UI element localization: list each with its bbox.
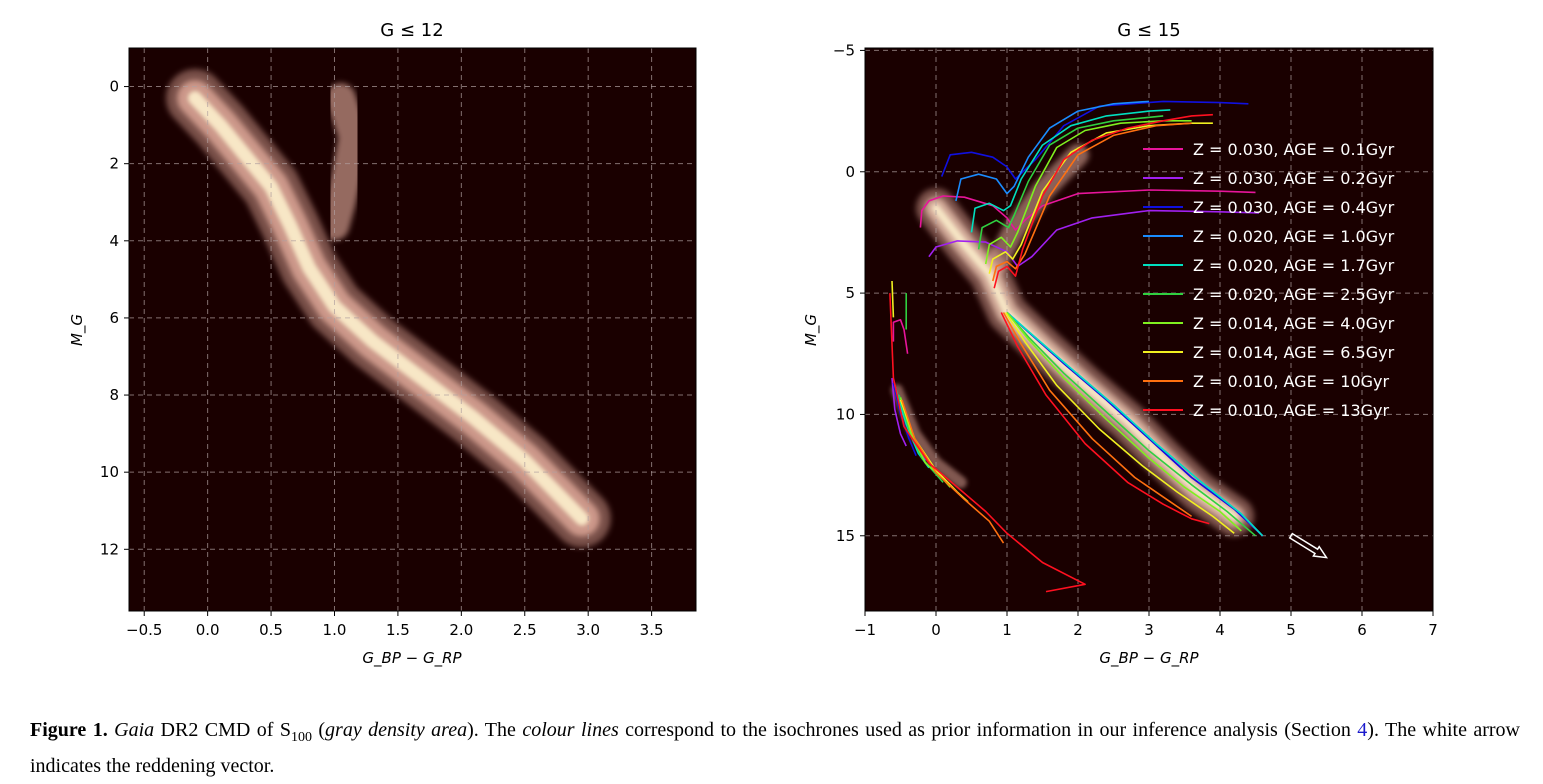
chart-title: G ≤ 12 bbox=[380, 20, 443, 41]
y-tick-label: 0 bbox=[109, 78, 119, 96]
y-tick-label: 15 bbox=[836, 527, 855, 545]
legend-entry: Z = 0.020, AGE = 1.0Gyr bbox=[1193, 227, 1395, 246]
left-panel: −0.5 0.0 0.5 1.0 1.5 2.0 2.5 3.0 3.5 0 2 4 6 8 10 12 G… bbox=[68, 20, 697, 668]
x-tick-label: 0 bbox=[931, 621, 941, 639]
y-tick-label: −5 bbox=[833, 41, 855, 59]
legend-entry: Z = 0.010, AGE = 10Gyr bbox=[1193, 372, 1389, 391]
x-tick-label: 1.5 bbox=[386, 621, 410, 639]
legend-entry: Z = 0.014, AGE = 4.0Gyr bbox=[1193, 314, 1395, 333]
isochrone-lines bbox=[889, 100, 1264, 593]
giant-branch-density bbox=[319, 83, 369, 241]
x-tick-label: 6 bbox=[1357, 621, 1367, 639]
density-core bbox=[188, 91, 589, 526]
isochrone-white-dwarf bbox=[901, 399, 1005, 544]
x-tick-label: 2 bbox=[1073, 621, 1083, 639]
x-ticks: −0.5 0.0 0.5 1.0 1.5 2.0 2.5 3.0 3.5 bbox=[126, 611, 664, 639]
giant-branch-density bbox=[985, 143, 1089, 275]
x-tick-label: −0.5 bbox=[126, 621, 162, 639]
x-tick-label: 4 bbox=[1215, 621, 1225, 639]
caption-text: DR2 CMD of S bbox=[154, 719, 291, 741]
caption-label: Figure 1. bbox=[30, 719, 108, 741]
isochrone-series bbox=[992, 122, 1192, 282]
gridlines bbox=[129, 48, 696, 611]
caption-italic: colour lines bbox=[522, 719, 619, 741]
isochrone-main-sequence bbox=[1006, 311, 1264, 537]
y-axis-label: M_G bbox=[68, 314, 87, 346]
legend-entry: Z = 0.030, AGE = 0.1Gyr bbox=[1193, 140, 1395, 159]
figure-caption: Figure 1. Gaia DR2 CMD of S100 (gray den… bbox=[30, 716, 1520, 781]
x-tick-label: 0.5 bbox=[259, 621, 283, 639]
reddening-arrow bbox=[1288, 532, 1329, 559]
legend-entry: Z = 0.030, AGE = 0.2Gyr bbox=[1193, 169, 1395, 188]
isochrone-series bbox=[928, 209, 1260, 268]
caption-subscript: 100 bbox=[290, 730, 312, 745]
isochrone-main-sequence bbox=[1006, 311, 1257, 537]
density-area bbox=[166, 69, 611, 548]
isochrone-white-dwarf bbox=[891, 377, 907, 447]
x-axis-label: G_BP − G_RP bbox=[1099, 649, 1199, 668]
legend-entry: Z = 0.020, AGE = 1.7Gyr bbox=[1193, 256, 1395, 275]
isochrone-series bbox=[977, 115, 1164, 250]
y-tick-label: 2 bbox=[109, 155, 119, 173]
x-tick-label: −1 bbox=[854, 621, 876, 639]
isochrone-white-dwarf bbox=[891, 280, 895, 318]
isochrone-series bbox=[993, 113, 1213, 289]
isochrone-series bbox=[984, 120, 1192, 265]
legend-entry: Z = 0.014, AGE = 6.5Gyr bbox=[1193, 343, 1395, 362]
legend: Z = 0.030, AGE = 0.1Gyr Z = 0.030, AGE = … bbox=[1143, 140, 1395, 420]
y-tick-label: 5 bbox=[845, 284, 855, 302]
x-ticks: −1 0 1 2 3 4 5 6 7 bbox=[854, 611, 1438, 639]
x-tick-label: 5 bbox=[1286, 621, 1296, 639]
caption-text: correspond to the isochrones used as pri… bbox=[618, 719, 1358, 741]
chart-title: G ≤ 15 bbox=[1117, 20, 1180, 41]
isochrone-main-sequence bbox=[1006, 312, 1242, 532]
reddening-vector-arrow bbox=[1288, 532, 1329, 559]
x-tick-label: 2.5 bbox=[513, 621, 537, 639]
x-axis-label: G_BP − G_RP bbox=[362, 649, 462, 668]
caption-gaia: Gaia bbox=[114, 719, 155, 741]
y-ticks: −5 0 5 10 15 bbox=[833, 41, 865, 545]
isochrone-white-dwarf bbox=[889, 293, 1086, 593]
gridlines bbox=[864, 48, 1434, 611]
x-tick-label: 7 bbox=[1428, 621, 1438, 639]
caption-text: ). The white arrow indicates the reddeni… bbox=[30, 719, 1520, 777]
y-tick-label: 8 bbox=[109, 386, 119, 404]
legend-entry: Z = 0.020, AGE = 2.5Gyr bbox=[1193, 285, 1395, 304]
y-tick-label: 4 bbox=[109, 232, 119, 250]
isochrone-white-dwarf bbox=[892, 319, 909, 354]
x-tick-label: 3.5 bbox=[640, 621, 664, 639]
caption-text: ( bbox=[311, 719, 326, 741]
y-tick-label: 6 bbox=[109, 309, 119, 327]
isochrone-series bbox=[919, 189, 1256, 231]
legend-entry: Z = 0.030, AGE = 0.4Gyr bbox=[1193, 198, 1395, 217]
y-tick-label: 10 bbox=[836, 405, 855, 423]
isochrone-series bbox=[970, 109, 1171, 233]
caption-text: ). The bbox=[467, 719, 523, 741]
density-area bbox=[891, 143, 1255, 537]
isochrone-main-sequence bbox=[1004, 312, 1235, 534]
y-axis-label: M_G bbox=[802, 314, 821, 346]
right-panel: Z = 0.030, AGE = 0.1Gyr Z = 0.030, AGE = … bbox=[802, 20, 1438, 668]
x-tick-label: 0.0 bbox=[196, 621, 220, 639]
plot-frame bbox=[128, 47, 697, 612]
x-tick-label: 2.0 bbox=[449, 621, 473, 639]
x-tick-label: 3 bbox=[1144, 621, 1154, 639]
isochrone-main-sequence bbox=[1000, 312, 1210, 525]
density-core bbox=[932, 204, 1239, 521]
x-tick-label: 3.0 bbox=[576, 621, 600, 639]
x-tick-label: 1 bbox=[1002, 621, 1012, 639]
caption-italic: gray density area bbox=[325, 719, 468, 741]
isochrone-series bbox=[940, 100, 1249, 180]
y-ticks: 0 2 4 6 8 10 12 bbox=[100, 78, 129, 558]
y-tick-label: 0 bbox=[845, 163, 855, 181]
section-link[interactable]: 4 bbox=[1357, 719, 1368, 741]
isochrone-main-sequence bbox=[1002, 312, 1193, 518]
y-tick-label: 10 bbox=[100, 463, 119, 481]
x-tick-label: 1.0 bbox=[323, 621, 347, 639]
isochrone-series bbox=[955, 100, 1150, 202]
y-tick-label: 12 bbox=[100, 540, 119, 558]
legend-entry: Z = 0.010, AGE = 13Gyr bbox=[1193, 401, 1389, 420]
